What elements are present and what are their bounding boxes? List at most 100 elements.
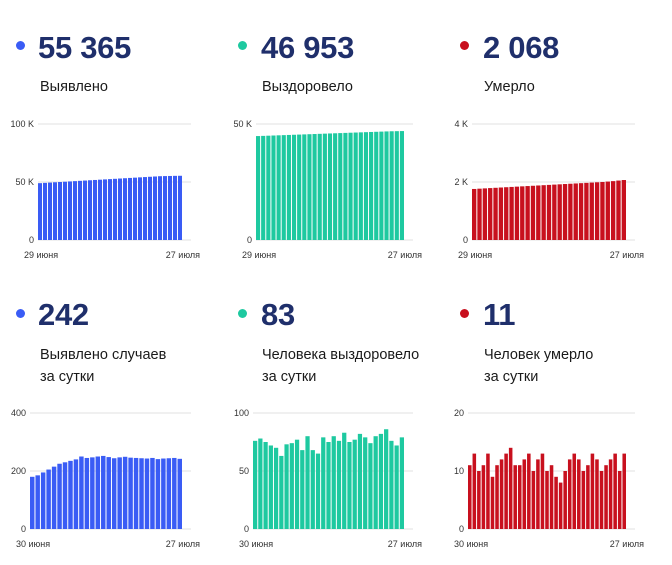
stat-value: 46 953 bbox=[261, 30, 355, 65]
bar bbox=[284, 444, 289, 529]
stat-label-line: за сутки bbox=[262, 369, 317, 385]
bar bbox=[266, 135, 271, 240]
bar bbox=[271, 135, 276, 240]
bar bbox=[331, 436, 336, 529]
stat-value: 83 bbox=[261, 297, 295, 332]
bar bbox=[103, 179, 107, 240]
bar bbox=[622, 453, 626, 529]
bar bbox=[289, 443, 294, 529]
bar bbox=[608, 459, 613, 529]
bar bbox=[578, 183, 584, 240]
stat-value: 242 bbox=[38, 297, 89, 332]
y-tick-label: 0 bbox=[244, 524, 249, 534]
stat-label: Выявлено случаев за сутки bbox=[40, 344, 166, 388]
bar bbox=[83, 180, 87, 240]
stat-label: Умерло bbox=[484, 76, 535, 98]
bar bbox=[594, 182, 600, 240]
bar bbox=[363, 132, 369, 240]
bar bbox=[522, 459, 527, 529]
bar-chart: 100 50 0 30 июня 27 июля bbox=[234, 408, 422, 549]
bar bbox=[508, 447, 513, 529]
bar bbox=[133, 177, 137, 240]
y-tick-label: 2 K bbox=[454, 177, 468, 187]
stat-label: Выявлено bbox=[40, 76, 108, 98]
bar bbox=[294, 439, 300, 529]
bar bbox=[605, 181, 610, 240]
bar bbox=[399, 131, 404, 240]
bar bbox=[268, 445, 273, 529]
bar bbox=[472, 453, 477, 529]
bar-chart: 400 200 0 30 июня 27 июля bbox=[11, 408, 200, 549]
bar bbox=[504, 453, 508, 529]
bar bbox=[46, 469, 51, 529]
bar bbox=[53, 182, 57, 240]
stat-label-line: за сутки bbox=[484, 369, 539, 385]
bar bbox=[472, 188, 477, 240]
bar bbox=[321, 437, 326, 529]
bar bbox=[312, 134, 317, 240]
x-tick-label-start: 30 июня bbox=[454, 539, 488, 549]
bar bbox=[558, 482, 563, 529]
bullet-dot-icon bbox=[460, 309, 469, 318]
bar bbox=[531, 471, 536, 529]
bar bbox=[600, 182, 605, 240]
bar bbox=[358, 132, 363, 240]
stat-label-line: Человек умерло bbox=[484, 347, 594, 363]
bar bbox=[616, 180, 621, 240]
bar bbox=[40, 472, 46, 529]
bar bbox=[520, 186, 525, 240]
x-tick-label-end: 27 июля bbox=[166, 539, 200, 549]
bar bbox=[63, 181, 67, 240]
bar bbox=[113, 178, 117, 240]
bar-chart: 100 K 50 K 0 29 июня 27 июля bbox=[10, 119, 200, 260]
bar bbox=[481, 465, 486, 529]
bar bbox=[336, 440, 342, 529]
bar-chart: 50 K 0 29 июня 27 июля bbox=[233, 119, 422, 260]
bar bbox=[291, 134, 297, 240]
stat-label-line: за сутки bbox=[40, 369, 95, 385]
bullet-dot-icon bbox=[238, 41, 247, 50]
bar bbox=[581, 471, 586, 529]
bar bbox=[281, 135, 286, 240]
bar bbox=[394, 131, 399, 240]
bar bbox=[399, 437, 404, 529]
bar bbox=[488, 188, 493, 240]
bar bbox=[101, 455, 106, 529]
x-tick-label-end: 27 июля bbox=[610, 250, 644, 260]
stat-label-line: Выздоровело bbox=[262, 79, 353, 95]
bar bbox=[513, 465, 517, 529]
bar bbox=[493, 187, 498, 240]
bar bbox=[379, 131, 384, 240]
bar bbox=[58, 182, 62, 240]
bar-chart: 4 K 2 K 0 29 июня 27 июля bbox=[454, 119, 644, 260]
bar bbox=[38, 183, 42, 240]
bar bbox=[573, 183, 578, 240]
stat-value: 55 365 bbox=[38, 30, 132, 65]
y-tick-label: 10 bbox=[454, 466, 464, 476]
bar bbox=[568, 183, 573, 240]
bar bbox=[48, 182, 52, 240]
bar bbox=[68, 460, 73, 529]
bar bbox=[168, 175, 172, 240]
bar bbox=[621, 180, 626, 240]
bar bbox=[368, 443, 373, 529]
bar bbox=[389, 131, 394, 240]
bar bbox=[128, 177, 132, 240]
bar bbox=[567, 459, 572, 529]
bar bbox=[499, 459, 504, 529]
bar bbox=[536, 185, 541, 240]
bar bbox=[307, 134, 312, 240]
bar bbox=[477, 188, 482, 240]
bar bbox=[482, 188, 488, 240]
bar bbox=[563, 471, 567, 529]
bar bbox=[166, 458, 172, 529]
y-tick-label: 0 bbox=[21, 524, 26, 534]
bar bbox=[178, 175, 182, 240]
bar bbox=[613, 453, 617, 529]
bar bbox=[51, 466, 57, 529]
bar bbox=[172, 457, 177, 529]
bar bbox=[338, 133, 343, 240]
bar bbox=[253, 440, 258, 529]
bar bbox=[78, 180, 82, 240]
bar bbox=[599, 471, 604, 529]
